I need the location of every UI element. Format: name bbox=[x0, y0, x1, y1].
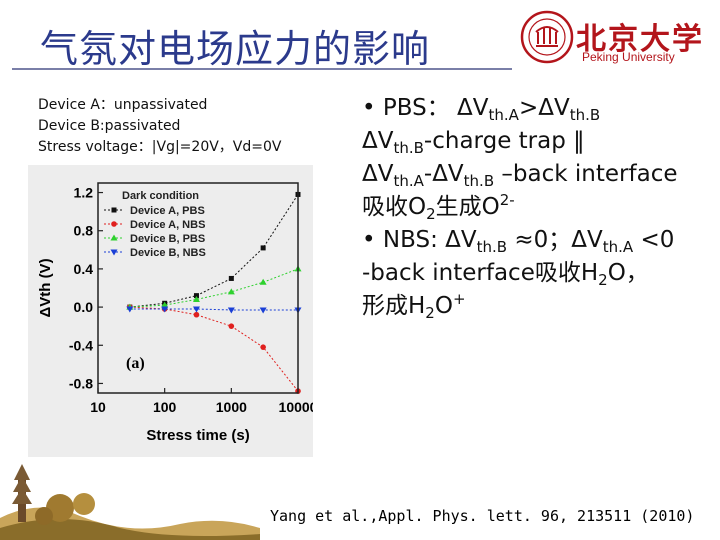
device-a-label: Device A：unpassivated bbox=[38, 97, 208, 113]
vth-shift-chart: -0.8 -0.4 0.0 0.4 0.8 1.2 10 100 1000 10000 Dark … bbox=[28, 165, 313, 457]
x-tick-label: 10 bbox=[90, 399, 106, 415]
legend-entry: Device A, NBS bbox=[130, 219, 205, 231]
data-point bbox=[260, 344, 266, 350]
logo-name-cn: 北京大学 bbox=[576, 22, 704, 57]
x-tick-label: 1000 bbox=[216, 399, 247, 415]
y-tick-label: -0.4 bbox=[69, 337, 93, 353]
x-axis-label: Stress time (s) bbox=[146, 427, 249, 444]
data-point bbox=[228, 323, 235, 329]
plot-frame bbox=[97, 182, 299, 394]
series-line bbox=[129, 268, 299, 308]
logo-name-en: Peking University bbox=[582, 50, 675, 64]
legend-swatch-marker bbox=[110, 234, 118, 241]
series-line bbox=[129, 308, 298, 311]
legend-swatch-marker bbox=[111, 221, 117, 227]
panel-label: (a) bbox=[126, 355, 145, 372]
bullet-line-h2o: -back interface吸收H2O， bbox=[362, 260, 649, 289]
chart-background bbox=[28, 165, 313, 457]
y-tick-label: 0.0 bbox=[74, 299, 94, 315]
data-point bbox=[192, 306, 200, 313]
data-point bbox=[193, 311, 200, 318]
y-tick-label: 1.2 bbox=[74, 185, 94, 201]
bullet-line-back-interface: ΔVth.A-ΔVth.B –back interface bbox=[362, 161, 678, 190]
y-axis-label: ΔVth (V) bbox=[37, 258, 54, 317]
data-point bbox=[259, 278, 267, 285]
citation: Yang et al.,Appl. Phys. lett. 96, 213511… bbox=[270, 507, 695, 525]
university-logo: 北京大学 Peking University bbox=[520, 10, 710, 66]
data-point bbox=[192, 295, 200, 302]
bullet-line-h2o-plus: 形成H2O+ bbox=[362, 290, 466, 322]
data-point bbox=[161, 306, 169, 313]
legend-entry: Device B, PBS bbox=[130, 233, 205, 245]
data-point bbox=[228, 275, 234, 281]
bullet-nbs: • NBS: ΔVth.B ≈0；ΔVth.A <0 bbox=[362, 227, 675, 256]
bullet-pbs: • PBS： ΔVth.A>ΔVth.B bbox=[362, 95, 601, 124]
data-point bbox=[193, 293, 199, 299]
stress-voltage-label: Stress voltage：|Vg|=20V，Vd=0V bbox=[38, 139, 282, 155]
decorative-campus-illustration bbox=[0, 464, 260, 540]
legend-entry: Device B, NBS bbox=[130, 247, 206, 259]
device-info: Device A：unpassivated Device B:passivate… bbox=[38, 95, 281, 158]
legend-swatch-marker bbox=[111, 207, 117, 213]
data-point bbox=[161, 301, 169, 308]
data-point bbox=[259, 307, 267, 314]
title-divider bbox=[12, 68, 512, 70]
y-tick-label: 0.4 bbox=[74, 261, 94, 277]
y-tick-label: 0.8 bbox=[74, 223, 94, 239]
legend-swatch-marker bbox=[110, 249, 118, 256]
legend-title: Dark condition bbox=[122, 190, 199, 202]
y-tick-label: -0.8 bbox=[69, 375, 93, 391]
slide-title: 气氛对电场应力的影响 bbox=[40, 27, 431, 71]
bullet-line-o2: 吸收O2生成O2- bbox=[362, 191, 515, 223]
data-point bbox=[227, 288, 235, 295]
data-point bbox=[260, 245, 266, 251]
bullet-line-charge-trap: ΔVth.B-charge trap ‖ bbox=[362, 128, 585, 157]
bullet-points: • PBS： ΔVth.A>ΔVth.B ΔVth.B-charge trap … bbox=[362, 92, 712, 323]
x-tick-label: 10000 bbox=[279, 399, 313, 415]
device-b-label: Device B:passivated bbox=[38, 118, 181, 134]
data-point bbox=[227, 307, 235, 314]
x-tick-label: 100 bbox=[153, 399, 177, 415]
university-seal-icon bbox=[520, 10, 574, 64]
legend-entry: Device A, PBS bbox=[130, 205, 205, 217]
series-line bbox=[129, 194, 299, 308]
data-point bbox=[126, 306, 134, 313]
